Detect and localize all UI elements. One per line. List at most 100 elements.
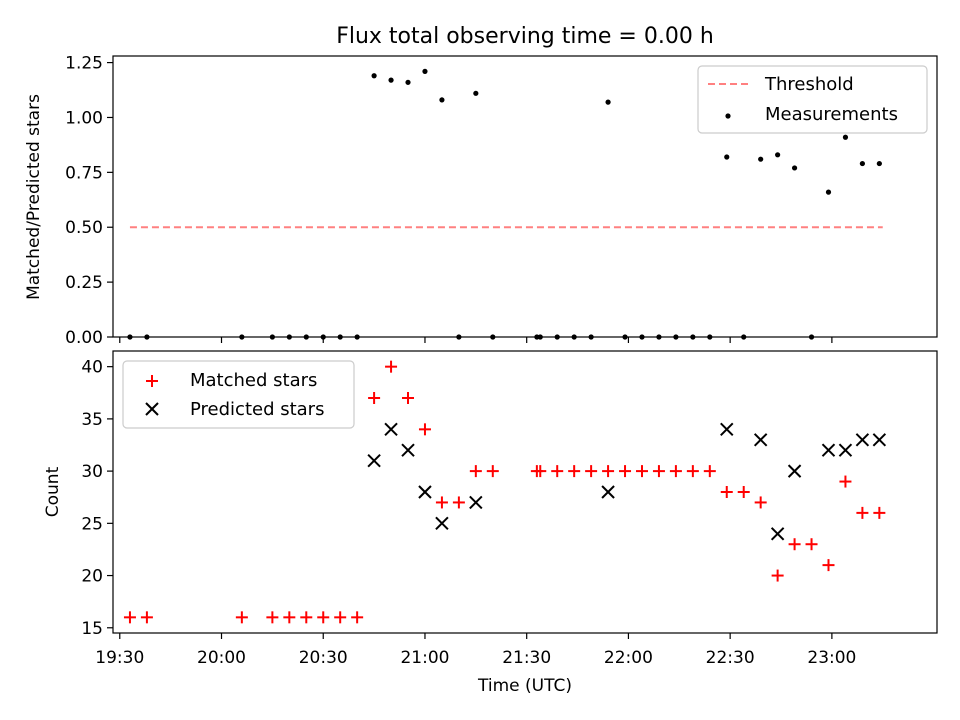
matched-star-marker bbox=[635, 465, 648, 478]
matched-star-marker bbox=[669, 465, 682, 478]
count-y-tick-label: 35 bbox=[81, 410, 103, 430]
matched-star-marker bbox=[334, 611, 347, 624]
predicted-legend-swatch bbox=[145, 402, 159, 416]
count-legend-box bbox=[122, 360, 355, 429]
measurements-legend-label: Measurements bbox=[765, 104, 898, 125]
predicted-star-marker bbox=[418, 485, 432, 499]
matched-legend-label: Matched stars bbox=[190, 370, 317, 391]
matched-star-marker bbox=[568, 465, 581, 478]
count-axes-frame bbox=[112, 350, 938, 634]
count-y-tick-label: 40 bbox=[81, 358, 103, 378]
count-y-tick-label: 20 bbox=[81, 567, 103, 587]
matched-star-marker bbox=[873, 506, 886, 519]
predicted-star-marker bbox=[435, 516, 449, 531]
ratio-panel-title: Flux total observing time = 0.00 h bbox=[336, 24, 714, 49]
matched-star-marker bbox=[686, 465, 699, 478]
measurement-point bbox=[758, 156, 764, 162]
matched-star-marker bbox=[652, 465, 665, 478]
count-x-tick-label: 23:00 bbox=[807, 648, 856, 668]
matched-star-marker bbox=[385, 360, 398, 373]
matched-star-marker bbox=[123, 611, 136, 624]
predicted-star-marker bbox=[787, 464, 802, 478]
matched-star-marker bbox=[418, 423, 431, 436]
predicted-star-marker bbox=[601, 485, 615, 499]
measurement-point bbox=[422, 68, 428, 74]
measurement-point bbox=[859, 160, 865, 167]
matched-star-marker bbox=[771, 569, 784, 582]
measurement-point bbox=[388, 77, 394, 83]
ratio-y-tick-label: 1.00 bbox=[65, 108, 103, 128]
measurement-point bbox=[439, 97, 445, 103]
ratio-legend-box bbox=[697, 65, 928, 134]
count-x-tick-label: 22:30 bbox=[706, 648, 755, 668]
predicted-star-marker bbox=[855, 433, 870, 447]
matched-star-marker bbox=[534, 465, 547, 478]
ratio-y-tick-label: 1.25 bbox=[65, 54, 103, 74]
ratio-y-tick-label: 0.75 bbox=[65, 163, 103, 183]
ratio-y-ticks: 0.00 0.25 0.50 0.75 1.00 1.25 bbox=[65, 54, 113, 348]
measurement-point bbox=[405, 79, 411, 85]
measurements-legend-swatch bbox=[725, 113, 731, 119]
predicted-star-marker bbox=[838, 443, 853, 457]
matched-star-marker bbox=[402, 392, 415, 404]
matched-star-marker bbox=[283, 611, 296, 624]
count-x-tick-label: 19:30 bbox=[95, 648, 144, 668]
matched-star-marker bbox=[703, 465, 716, 478]
predicted-star-marker bbox=[469, 495, 483, 510]
predicted-star-marker bbox=[821, 443, 836, 457]
predicted-star-marker bbox=[770, 527, 785, 541]
matched-star-marker bbox=[602, 465, 615, 478]
threshold-legend-label: Threshold bbox=[764, 74, 854, 95]
ratio-axes-frame bbox=[112, 55, 938, 338]
count-y-tick-label: 30 bbox=[81, 462, 103, 482]
predicted-legend-label: Predicted stars bbox=[190, 399, 324, 420]
matched-star-marker bbox=[235, 611, 248, 624]
matched-star-marker bbox=[619, 465, 632, 478]
measurement-point bbox=[791, 165, 798, 171]
ratio-y-axis-label: Matched/Predicted stars bbox=[24, 94, 44, 300]
count-legend: Matched stars Predicted stars bbox=[122, 360, 355, 429]
matched-star-marker bbox=[585, 465, 598, 478]
matched-star-marker bbox=[551, 465, 564, 478]
measurement-point bbox=[775, 152, 781, 158]
matched-star-marker bbox=[140, 611, 153, 624]
matched-star-marker bbox=[317, 611, 330, 624]
measurement-point bbox=[371, 73, 377, 79]
matched-star-marker bbox=[486, 465, 499, 478]
measurement-point bbox=[825, 189, 832, 195]
count-x-tick-label: 20:00 bbox=[197, 648, 246, 668]
ratio-legend: Threshold Measurements bbox=[697, 65, 928, 134]
count-x-tick-label: 21:30 bbox=[502, 648, 551, 668]
matched-star-marker bbox=[266, 611, 279, 624]
matched-star-marker bbox=[839, 475, 852, 488]
count-y-tick-label: 15 bbox=[81, 619, 103, 639]
matched-star-marker bbox=[788, 538, 801, 551]
count-x-tick-label: 21:00 bbox=[400, 648, 449, 668]
predicted-star-marker bbox=[720, 422, 734, 437]
ratio-panel: Flux total observing time = 0.00 h 0.000… bbox=[24, 24, 938, 348]
count-x-tick-label: 20:30 bbox=[299, 648, 348, 668]
count-y-tick-label: 25 bbox=[81, 514, 103, 534]
ratio-y-tick-label: 0.25 bbox=[65, 273, 103, 293]
count-y-axis-label: Count bbox=[43, 466, 63, 517]
measurement-point bbox=[842, 134, 849, 140]
count-x-tick-label: 22:00 bbox=[604, 648, 653, 668]
predicted-star-marker bbox=[367, 453, 381, 468]
matched-star-marker bbox=[720, 486, 733, 498]
matched-star-marker bbox=[368, 392, 381, 404]
matched-legend-swatch bbox=[146, 375, 158, 387]
matched-star-marker bbox=[805, 538, 818, 551]
matched-star-marker bbox=[300, 611, 313, 624]
matched-star-marker bbox=[856, 506, 869, 519]
measurement-point bbox=[605, 99, 611, 105]
count-marks bbox=[123, 360, 887, 624]
matched-star-marker bbox=[754, 496, 767, 509]
predicted-star-marker bbox=[384, 422, 398, 437]
predicted-star-marker bbox=[872, 433, 887, 447]
matched-star-marker bbox=[452, 496, 465, 509]
predicted-star-marker bbox=[401, 443, 415, 457]
ratio-x-ticks bbox=[119, 337, 833, 343]
count-y-ticks: 15 20 25 30 35 40 bbox=[81, 358, 113, 639]
matched-star-marker bbox=[435, 496, 448, 509]
